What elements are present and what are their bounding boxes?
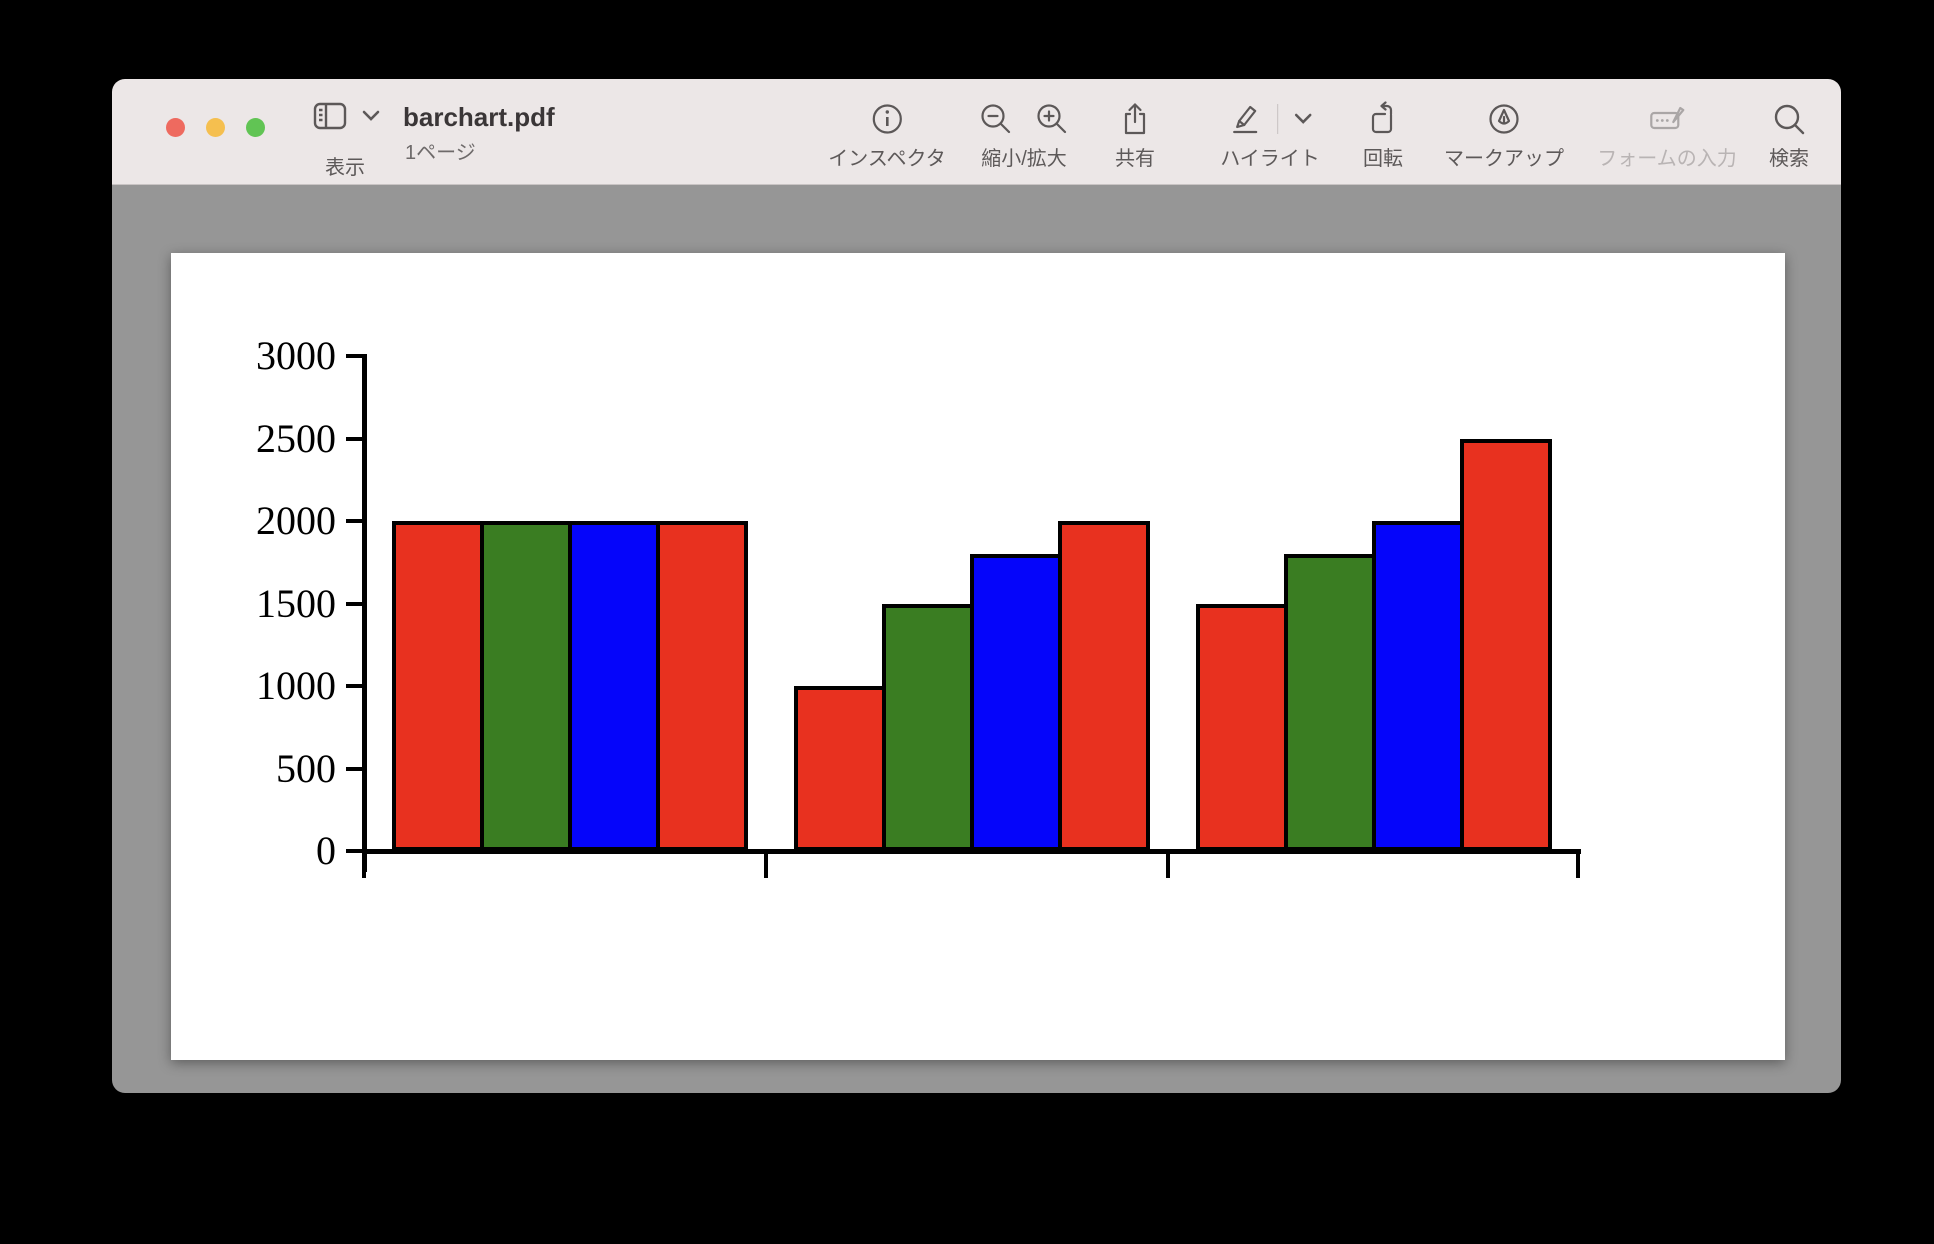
bar <box>392 521 484 851</box>
rotate-button[interactable]: 回転 <box>1363 99 1403 171</box>
x-group-tick <box>1166 854 1170 878</box>
y-tick <box>346 766 362 771</box>
search-icon <box>1772 102 1806 136</box>
bar <box>1284 554 1376 851</box>
y-tick <box>346 849 362 853</box>
bar <box>1196 603 1288 851</box>
form-fill-icon <box>1647 102 1687 136</box>
markup-button[interactable]: マークアップ <box>1444 99 1564 171</box>
rotate-left-icon <box>1365 101 1401 137</box>
highlighter-icon <box>1227 101 1261 137</box>
x-group-tick <box>764 854 768 878</box>
share-icon <box>1118 101 1152 137</box>
share-button[interactable]: 共有 <box>1115 99 1155 171</box>
bar <box>568 521 660 851</box>
pdf-page[interactable]: 0 500 1000 1500 2000 2500 3000 <box>171 253 1785 1060</box>
y-tick-label: 500 <box>276 745 336 791</box>
bar <box>480 521 572 851</box>
title-bar: 表示 barchart.pdf 1ページ インスペクタ <box>112 79 1841 185</box>
pen-nib-icon <box>1487 102 1521 136</box>
share-label: 共有 <box>1115 148 1155 170</box>
inspector-button[interactable]: インスペクタ <box>828 99 946 171</box>
search-button[interactable]: 検索 <box>1769 99 1809 171</box>
y-axis <box>362 354 367 872</box>
view-menu-button[interactable] <box>312 100 380 132</box>
zoom-button[interactable] <box>246 118 265 137</box>
x-axis <box>362 849 1581 854</box>
bar <box>1460 438 1552 851</box>
bar <box>794 686 886 851</box>
y-tick-label: 2500 <box>256 415 336 461</box>
zoom-label: 縮小/拡大 <box>981 148 1067 170</box>
zoom-buttons: 縮小/拡大 <box>979 99 1069 171</box>
document-area[interactable]: 0 500 1000 1500 2000 2500 3000 <box>112 185 1841 1093</box>
inspector-label: インスペクタ <box>828 148 946 170</box>
form-fill-button: フォームの入力 <box>1597 99 1737 171</box>
y-tick <box>346 354 362 358</box>
y-tick <box>346 601 362 606</box>
bar <box>882 603 974 851</box>
preview-window: 表示 barchart.pdf 1ページ インスペクタ <box>112 79 1841 1093</box>
bar <box>970 554 1062 851</box>
zoom-out-icon[interactable] <box>979 102 1013 136</box>
bar <box>1372 521 1464 851</box>
sidebar-icon <box>312 100 348 132</box>
minimize-button[interactable] <box>206 118 225 137</box>
view-menu-label: 表示 <box>325 157 365 179</box>
window-title: barchart.pdf <box>403 102 555 132</box>
form-fill-label: フォームの入力 <box>1597 148 1737 170</box>
bar-chart: 0 500 1000 1500 2000 2500 3000 <box>171 253 1785 1060</box>
highlight-chevron-down-icon[interactable] <box>1294 113 1312 125</box>
x-group-tick <box>362 854 366 878</box>
y-tick <box>346 684 362 688</box>
chevron-down-icon <box>362 110 380 122</box>
bar <box>656 521 748 851</box>
rotate-label: 回転 <box>1363 148 1403 170</box>
markup-label: マークアップ <box>1444 148 1564 170</box>
y-tick-label: 3000 <box>256 333 336 378</box>
toolbar-divider <box>1277 104 1279 134</box>
y-tick-label: 0 <box>316 828 336 873</box>
zoom-in-icon[interactable] <box>1035 102 1069 136</box>
y-tick-label: 1000 <box>256 663 336 708</box>
page-count: 1ページ <box>405 142 476 164</box>
highlight-button[interactable]: ハイライト <box>1220 99 1320 171</box>
y-tick <box>346 519 362 523</box>
bar <box>1058 521 1150 851</box>
highlight-label: ハイライト <box>1220 148 1320 170</box>
info-icon <box>870 102 904 136</box>
y-tick-label: 2000 <box>256 498 336 543</box>
y-tick <box>346 436 362 441</box>
search-label: 検索 <box>1769 148 1809 170</box>
close-button[interactable] <box>166 118 185 137</box>
x-group-tick <box>1576 854 1580 878</box>
y-tick-label: 1500 <box>256 580 336 626</box>
